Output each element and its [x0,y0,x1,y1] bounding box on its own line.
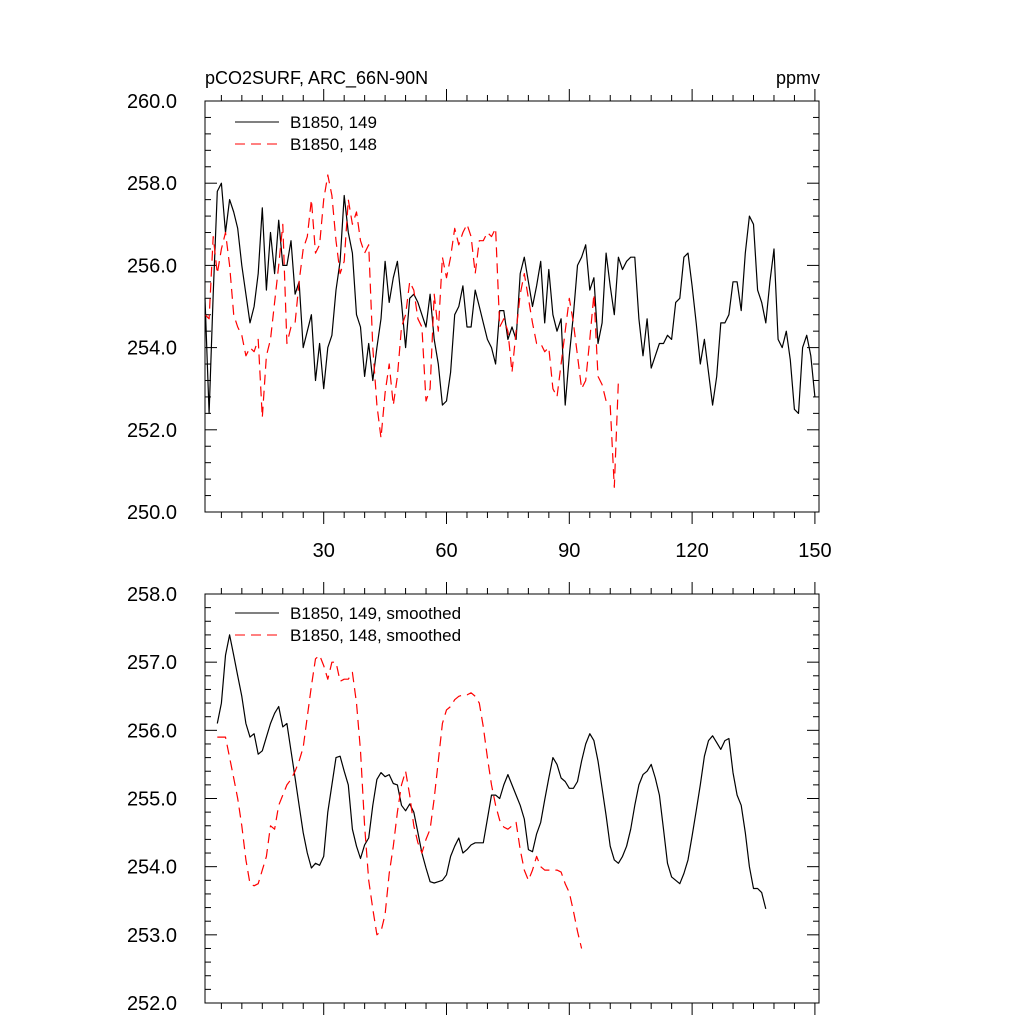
chart-panel-bottom: 252.0 253.0 254.0 255.0 256.0 257.0 258.0 B185… [127,582,820,1015]
series-layer [216,634,767,949]
y-tick-label: 253.0 [127,925,177,947]
series-layer [204,174,816,488]
y-tick-label: 254.0 [127,338,177,360]
y-tick-label: 252.0 [127,993,177,1015]
y-tick-label: 256.0 [127,720,177,742]
legend: B1850, 149 B1850, 148 [235,113,377,154]
legend-label-series-0: B1850, 149 [290,113,377,132]
legend-label-series-1: B1850, 148 [290,135,377,154]
series-line-1 [204,174,619,488]
x-tick-label: 120 [675,540,708,562]
plot-frame [204,100,820,513]
y-tick-label: 256.0 [127,255,177,277]
series-line-0 [216,634,767,910]
y-tick-label: 257.0 [127,652,177,674]
y-tick-label: 250.0 [127,502,177,524]
x-tick-label: 90 [558,540,580,562]
y-tick-label: 258.0 [127,173,177,195]
x-tick-label: 150 [798,540,831,562]
chart-title: pCO2SURF, ARC_66N-90N [205,68,428,89]
y-tick-label: 254.0 [127,857,177,879]
chart-panel-top: pCO2SURF, ARC_66N-90N ppmv 250.0 252.0 254… [127,68,832,562]
series-line-1 [217,654,583,949]
axes-ticks: 252.0 253.0 254.0 255.0 256.0 257.0 258.0 [127,582,819,1015]
y-tick-label: 255.0 [127,789,177,811]
plot-frame [204,593,820,1004]
legend: B1850, 149, smoothed B1850, 148, smoothe… [235,604,461,645]
x-tick-label: 60 [435,540,457,562]
y-tick-label: 260.0 [127,91,177,113]
series-line-0 [204,182,816,414]
x-tick-label: 30 [313,540,335,562]
legend-label-series-0: B1850, 149, smoothed [290,604,461,623]
legend-label-series-1: B1850, 148, smoothed [290,626,461,645]
y-tick-label: 252.0 [127,420,177,442]
chart-units: ppmv [776,68,820,88]
y-tick-label: 258.0 [127,584,177,606]
axes-ticks: 250.0 252.0 254.0 256.0 258.0 260.0 30 60 90 120 1… [127,89,832,562]
